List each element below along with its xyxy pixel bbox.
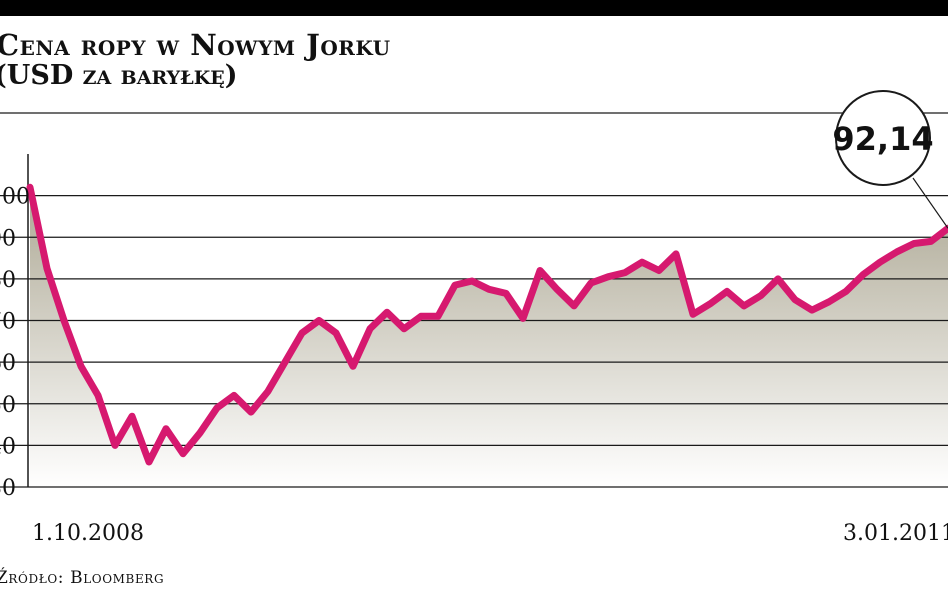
chart-title: Cena ropy w Nowym Jorku <box>0 28 391 62</box>
y-tick-label: 30 <box>0 476 16 501</box>
x-tick-label: 3.01.2011 <box>843 521 948 546</box>
y-tick-label: 100 <box>0 185 30 210</box>
y-tick-label: 60 <box>0 351 16 376</box>
source-note: Źródło: Bloomberg <box>0 568 165 588</box>
top-black-bar <box>0 0 948 16</box>
annotation-circle <box>835 90 931 186</box>
y-tick-label: 90 <box>0 226 16 251</box>
y-tick-label: 40 <box>0 434 16 459</box>
y-tick-label: 70 <box>0 310 16 335</box>
x-tick-label: 1.10.2008 <box>32 521 144 546</box>
area-fill <box>30 187 948 488</box>
y-tick-label: 80 <box>0 268 16 293</box>
annotation-label: 92,14 <box>832 120 933 158</box>
series-line <box>26 183 948 466</box>
chart-subtitle: (USD za baryłkę) <box>0 60 238 91</box>
y-tick-label: 50 <box>0 393 16 418</box>
annotation-leader <box>912 177 948 229</box>
